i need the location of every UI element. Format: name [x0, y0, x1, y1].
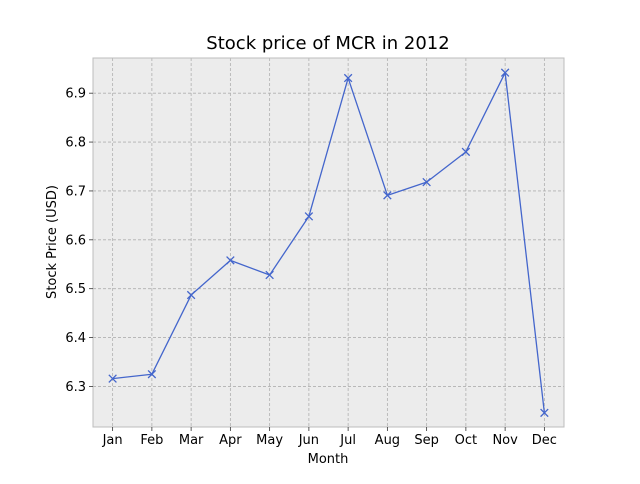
- x-tick-label: May: [256, 433, 283, 448]
- axis-ticks: Jan Feb Mar Apr May Jun Jul Aug Sep Oct Nov Dec 6.3 6…: [65, 87, 557, 448]
- chart-title: Stock price of MCR in 2012: [206, 33, 449, 54]
- data-point: [500, 68, 510, 77]
- data-point: [383, 191, 392, 200]
- x-tick-label: Feb: [140, 433, 163, 448]
- data-point: [540, 408, 549, 418]
- x-tick-label: Mar: [179, 433, 204, 448]
- x-tick-label: Oct: [455, 433, 477, 448]
- data-point: [147, 369, 157, 379]
- data-point: [108, 374, 117, 383]
- grid: [93, 58, 564, 427]
- data-point: [461, 147, 471, 157]
- x-tick-label: Jun: [298, 433, 319, 448]
- x-tick-label: Jan: [102, 433, 123, 448]
- plot-area: [93, 58, 564, 427]
- y-tick-label: 6.3: [65, 380, 86, 395]
- y-tick-label: 6.9: [65, 87, 86, 102]
- y-axis-label: Stock Price (USD): [45, 185, 60, 299]
- data-point: [422, 177, 431, 187]
- x-tick-label: Jul: [339, 433, 356, 448]
- series-line: [112, 72, 546, 413]
- plot-frame: [92, 57, 565, 428]
- y-tick-label: 6.4: [65, 331, 86, 346]
- x-tick-label: Sep: [414, 433, 439, 448]
- y-tick-label: 6.8: [65, 136, 86, 151]
- data-point: [186, 290, 196, 300]
- data-point: [226, 256, 235, 265]
- y-tick-label: 6.6: [65, 233, 86, 248]
- y-tick-label: 6.5: [65, 282, 86, 297]
- x-tick-label: Aug: [375, 433, 400, 448]
- data-point: [265, 270, 274, 280]
- x-tick-label: Apr: [219, 433, 242, 448]
- series-stock-price: [108, 68, 549, 418]
- x-tick-label: Nov: [492, 433, 518, 448]
- data-point: [343, 73, 353, 83]
- x-tick-label: Dec: [532, 433, 557, 448]
- x-axis-label: Month: [308, 452, 349, 467]
- y-tick-label: 6.7: [65, 184, 86, 199]
- data-point: [304, 212, 314, 221]
